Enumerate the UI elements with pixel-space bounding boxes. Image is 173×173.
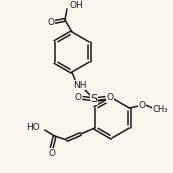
Text: O: O [107, 93, 113, 102]
Text: O: O [48, 18, 54, 27]
Text: S: S [90, 94, 98, 104]
Text: O: O [75, 93, 81, 102]
Text: O: O [139, 101, 146, 110]
Text: O: O [48, 148, 55, 157]
Text: NH: NH [73, 80, 87, 89]
Text: HO: HO [26, 122, 40, 131]
Text: OH: OH [70, 1, 84, 10]
Text: CH₃: CH₃ [153, 104, 168, 113]
